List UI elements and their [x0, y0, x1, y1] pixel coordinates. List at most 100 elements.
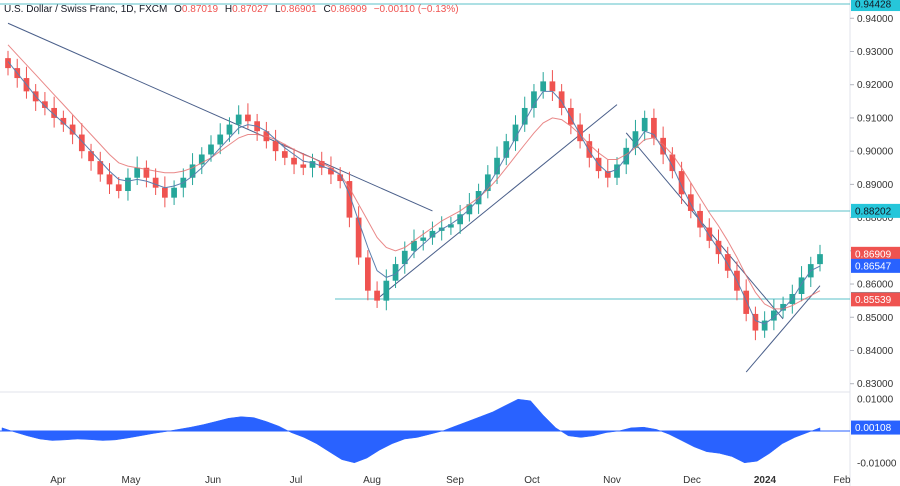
price-tick-label: 0.92000 [857, 80, 894, 91]
close-value: 0.86909 [331, 4, 368, 15]
time-axis-label: Dec [683, 475, 701, 486]
candle-body [189, 164, 196, 178]
candle-body [328, 167, 334, 175]
price-tag-box [851, 0, 900, 12]
candle-body [355, 217, 362, 258]
oscillator-tick-label: 0.01000 [857, 395, 894, 406]
candle-body [226, 124, 233, 135]
candle-body [558, 91, 565, 108]
candle-body [392, 264, 399, 281]
candle-body [198, 154, 205, 165]
legend: U.S. Dollar / Swiss Franc, 1D, FXCM O0.8… [4, 4, 459, 15]
candle-body [632, 131, 639, 148]
horizontal-levels [0, 3, 850, 300]
candle-body [309, 161, 316, 168]
time-axis[interactable]: Apr May Jun Jul Aug Sep Oct Nov Dec 2024 Feb [50, 475, 851, 486]
time-axis-label: Apr [50, 475, 66, 486]
candle-body [346, 181, 353, 218]
candle-body [5, 58, 11, 69]
candle-body [337, 174, 344, 182]
price-panel[interactable] [0, 0, 850, 392]
candle-body [152, 177, 159, 188]
candle-body [235, 114, 242, 125]
candle-body [60, 117, 67, 125]
candle-body [245, 114, 251, 122]
change-value: −0.00110 (−0.13%) [374, 4, 459, 15]
moving-averages [7, 44, 821, 325]
price-tick-label: 0.91000 [857, 113, 894, 124]
high-label: H [225, 4, 232, 15]
candle-body [401, 250, 408, 265]
candle-body [687, 194, 694, 211]
close-label: C [324, 4, 331, 15]
candle-body [780, 303, 786, 311]
candle-body [106, 174, 113, 185]
downtrend-line-nov-dec [625, 132, 784, 320]
fast-moving-average-line [7, 61, 821, 325]
candle-body [623, 147, 630, 165]
candle-body [614, 164, 620, 178]
candle-body [660, 137, 666, 155]
high-value: 0.87027 [232, 4, 269, 15]
candle-body [761, 320, 768, 331]
price-tag-label: 0.86909 [855, 249, 892, 260]
candle-body [383, 280, 390, 301]
candle-body [724, 254, 731, 271]
candle-body [281, 151, 288, 158]
candle-body [291, 157, 297, 165]
candle-body [171, 187, 177, 198]
price-tick-label: 0.85000 [857, 313, 894, 324]
price-tick-label: 0.83000 [857, 379, 894, 390]
candle-body [374, 290, 380, 301]
uptrend-line-2024 [745, 285, 821, 373]
price-axis[interactable]: 0.94000 0.93000 0.92000 0.91000 0.90000 0.890… [850, 14, 894, 390]
price-tag-label: 0.86547 [855, 261, 892, 272]
candle-body [272, 141, 279, 152]
candle-body [771, 310, 777, 321]
candle-body [318, 161, 325, 168]
candle-body [494, 157, 500, 175]
candle-body [752, 313, 759, 331]
slow-moving-average-line [7, 44, 821, 310]
candle-body [134, 167, 141, 178]
price-tag-box [851, 246, 900, 261]
price-tag-label: 0.88202 [855, 206, 892, 217]
candle-body [512, 124, 519, 142]
price-tag-label: 0.94428 [855, 0, 892, 11]
open-label: O [174, 4, 182, 15]
candle-body [503, 141, 510, 158]
candle-body [69, 124, 76, 135]
candle-body [97, 161, 104, 175]
candle-body [420, 237, 427, 241]
price-tick-label: 0.94000 [857, 14, 894, 25]
time-axis-label: Nov [603, 475, 621, 486]
oscillator-panel: 0.01000 -0.01000 0.00108 [0, 395, 900, 469]
price-tick-label: 0.89000 [857, 180, 894, 191]
candle-body [78, 134, 85, 152]
open-value: 0.87019 [182, 4, 219, 15]
candle-body [300, 164, 307, 168]
time-axis-label: May [122, 475, 141, 486]
price-tag-label: 0.85539 [855, 295, 892, 306]
uptrend-line-aug-oct [376, 104, 618, 300]
time-axis-label: Aug [363, 475, 381, 486]
time-axis-label: Sep [446, 475, 464, 486]
price-tick-label: 0.90000 [857, 147, 894, 158]
candle-body [568, 107, 574, 125]
candle-body [88, 151, 94, 162]
candle-body [678, 171, 685, 195]
price-tags: 0.944280.882020.869090.865470.855500.855… [851, 0, 900, 307]
candle-body [604, 171, 611, 178]
candle-body [143, 167, 150, 178]
candle-body [651, 117, 657, 138]
candle-body [817, 254, 823, 265]
candle-body [669, 154, 676, 172]
candle-body [586, 141, 593, 158]
candle-body [411, 240, 417, 251]
time-axis-label: Feb [833, 475, 851, 486]
candle-body [51, 107, 57, 118]
candle-body [457, 214, 463, 225]
low-label: L [275, 4, 281, 15]
candle-body [798, 277, 805, 294]
